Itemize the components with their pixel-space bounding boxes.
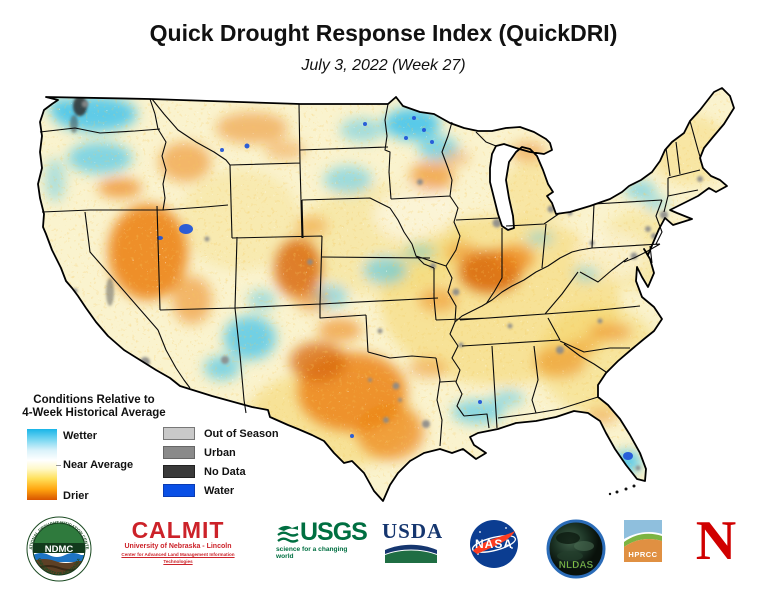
legend-gradient-tick — [56, 465, 61, 466]
hprcc-name: HPRCC — [628, 550, 657, 559]
nasa-orbit — [471, 535, 517, 553]
urban-swatch — [163, 446, 195, 459]
no-data-swatch — [163, 465, 195, 478]
nasa-swoosh — [473, 531, 515, 554]
usgs-wave-icon — [277, 525, 299, 543]
calmit-logo: CALMIT University of Nebraska - Lincoln … — [120, 518, 236, 565]
nldas-logo: NLDAS — [546, 519, 606, 579]
page-title: Quick Drought Response Index (QuickDRI) — [149, 20, 618, 46]
legend-heading: Conditions Relative to 4-Week Historical… — [8, 394, 180, 420]
usgs-tagline: science for a changing world — [276, 546, 348, 560]
usda-logo: USDA — [382, 519, 444, 569]
nldas-name: NLDAS — [559, 560, 594, 571]
out-of-season-swatch — [163, 427, 195, 440]
legend-label-wetter: Wetter — [63, 430, 98, 442]
legend-gradient-bar — [27, 429, 57, 500]
usgs-name: USGS — [300, 518, 368, 546]
ndmc-acronym: NDMC — [45, 544, 74, 555]
legend-row-urban: Urban — [163, 446, 279, 459]
florida-keys — [608, 484, 636, 496]
water-areas — [157, 116, 633, 460]
usgs-logo: USGS science for a changing world — [276, 518, 368, 562]
usda-name: USDA — [382, 519, 444, 543]
state-borders — [39, 98, 702, 447]
out-of-season-label: Out of Season — [204, 427, 279, 440]
nasa-logo: NASA — [470, 520, 518, 568]
usda-field-icon — [385, 544, 437, 563]
calmit-line1: University of Nebraska - Lincoln — [124, 543, 232, 550]
legend-row-out-of-season: Out of Season — [163, 427, 279, 440]
nebraska-logo: N — [695, 510, 737, 572]
calmit-line2: Center for Advanced Land Management Info… — [121, 552, 235, 564]
water-label: Water — [204, 484, 235, 497]
legend-heading-line2: 4-Week Historical Average — [22, 407, 166, 419]
ndmc-logo: NDMC NATIONAL DROUGHT MITIGATION CENTER … — [26, 514, 92, 582]
page-subtitle: July 3, 2022 (Week 27) — [301, 57, 466, 74]
legend-row-water: Water — [163, 484, 279, 497]
us-outline — [37, 87, 735, 502]
hprcc-logo: HPRCC — [624, 520, 662, 562]
urban-label: Urban — [204, 446, 236, 459]
nasa-name: NASA — [475, 537, 513, 551]
water-swatch — [163, 484, 195, 497]
legend-label-near-average: Near Average — [63, 459, 134, 471]
legend-row-no-data: No Data — [163, 465, 279, 478]
no-data-label: No Data — [204, 465, 246, 478]
legend-heading-line1: Conditions Relative to — [33, 394, 155, 406]
calmit-name: CALMIT — [131, 517, 225, 543]
legend-label-drier: Drier — [63, 490, 89, 502]
legend-categories: Out of Season Urban No Data Water — [163, 427, 279, 497]
